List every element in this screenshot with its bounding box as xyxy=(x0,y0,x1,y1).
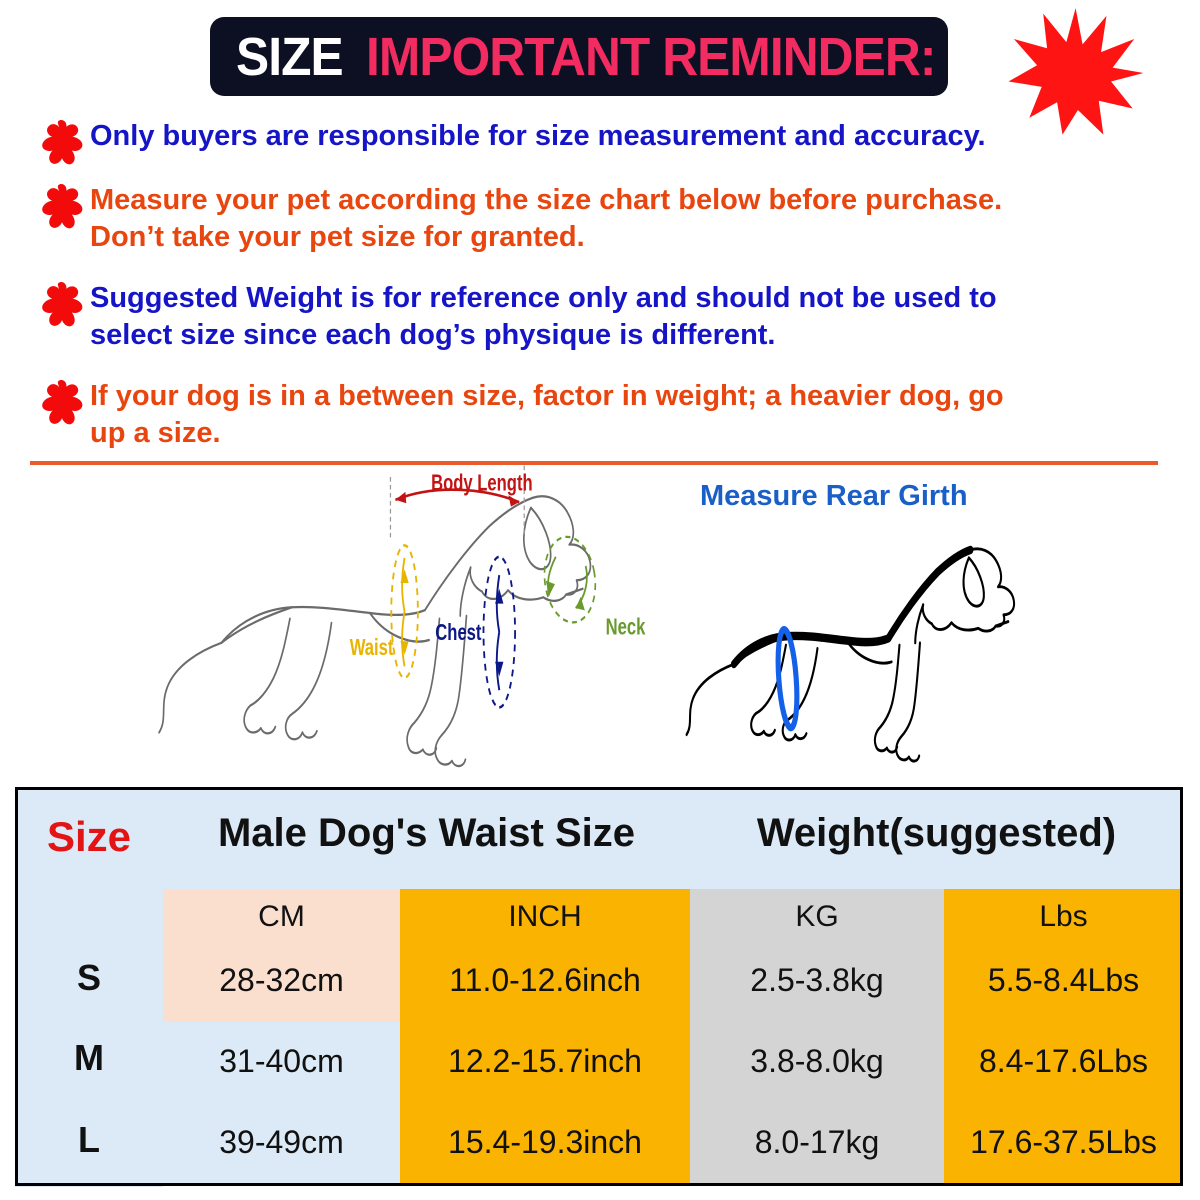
svg-text:Body Length: Body Length xyxy=(431,471,532,496)
svg-text:Neck: Neck xyxy=(606,615,646,640)
svg-text:Chest: Chest xyxy=(435,621,481,646)
svg-text:Waist: Waist xyxy=(350,635,394,660)
